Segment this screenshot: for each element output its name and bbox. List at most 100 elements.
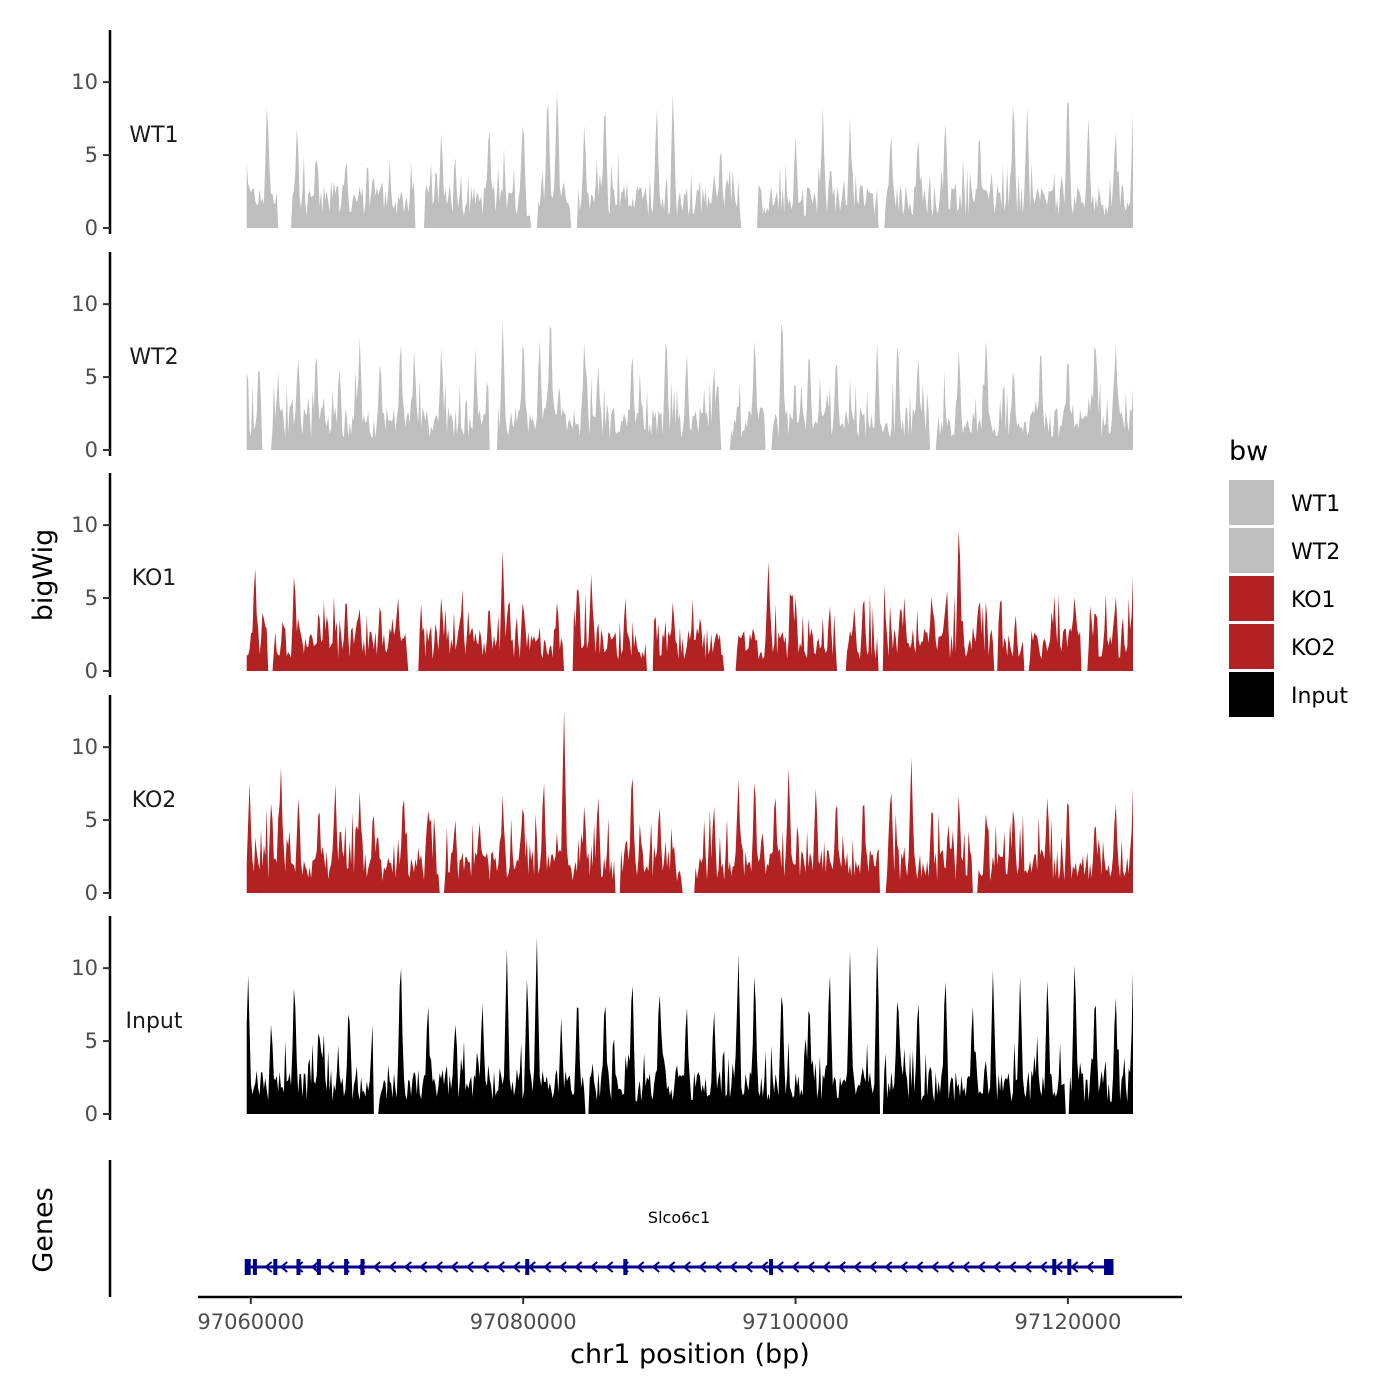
signal-tracks: 0 5 10 WT1 0 5 10 WT2 0 5 10 KO1 0 5 10 KO2 0 5 10 Input (71, 30, 1133, 1126)
legend-swatch (1229, 528, 1274, 573)
gene-exon (344, 1259, 349, 1275)
strand-arrow (698, 1261, 707, 1273)
track-wt1: 0 5 10 WT1 (71, 30, 1133, 240)
signal-area-ko1 (246, 530, 1133, 671)
strand-arrow (1008, 1261, 1017, 1273)
legend: bw WT1 WT2 KO1 KO2 Input (1229, 436, 1348, 717)
gene-exon (360, 1259, 365, 1275)
signal-area-wt1 (246, 91, 1133, 228)
y-tick-label: 5 (85, 365, 98, 389)
genes-panel-title: Genes (28, 1187, 59, 1272)
gene-exon (252, 1259, 257, 1275)
gene-exon (273, 1259, 278, 1275)
track-label-wt2: WT2 (129, 345, 178, 370)
strand-arrow (791, 1261, 800, 1273)
track-label-input: Input (126, 1009, 183, 1034)
track-input: 0 5 10 Input (71, 916, 1133, 1126)
strand-arrow (574, 1261, 583, 1273)
strand-arrow (388, 1261, 397, 1273)
track-ko1: 0 5 10 KO1 (71, 473, 1133, 683)
strand-arrow (806, 1261, 815, 1273)
y-tick-label: 10 (71, 70, 98, 94)
strand-arrow (822, 1261, 831, 1273)
strand-arrow (651, 1261, 660, 1273)
gene-name-label: Slco6c1 (648, 1208, 710, 1227)
legend-swatch (1229, 480, 1274, 525)
strand-arrow (372, 1261, 381, 1273)
strand-arrow (512, 1261, 521, 1273)
strand-arrow (636, 1261, 645, 1273)
y-tick-label: 0 (85, 1102, 98, 1126)
legend-label: Input (1291, 684, 1348, 709)
legend-item-wt1: WT1 (1229, 480, 1340, 525)
gene-exon (316, 1259, 321, 1275)
gene-panel: Slco6c1 (108, 1160, 1114, 1297)
strand-arrow (403, 1261, 412, 1273)
y-tick-label: 5 (85, 808, 98, 832)
gene-exon (244, 1259, 251, 1275)
signal-area-wt2 (246, 320, 1133, 450)
strand-arrow (744, 1261, 753, 1273)
legend-label: KO2 (1291, 636, 1336, 661)
x-tick-label: 97120000 (1014, 1310, 1121, 1334)
strand-arrow (899, 1261, 908, 1273)
gene-exon (1107, 1259, 1114, 1275)
strand-arrow (279, 1261, 288, 1273)
strand-arrow (884, 1261, 893, 1273)
strand-arrow (868, 1261, 877, 1273)
strand-arrow (1070, 1261, 1079, 1273)
strand-arrow (713, 1261, 722, 1273)
strand-arrow (915, 1261, 924, 1273)
strand-arrow (326, 1261, 335, 1273)
track-label-ko2: KO2 (132, 788, 177, 813)
x-tick-label: 97060000 (197, 1310, 304, 1334)
y-axis-title: bigWig (28, 529, 59, 622)
y-tick-label: 0 (85, 216, 98, 240)
x-tick-label: 97080000 (470, 1310, 577, 1334)
legend-item-ko2: KO2 (1229, 624, 1336, 669)
strand-arrow (682, 1261, 691, 1273)
legend-swatch (1229, 624, 1274, 669)
strand-arrow (1023, 1261, 1032, 1273)
strand-arrow (605, 1261, 614, 1273)
strand-arrow (434, 1261, 443, 1273)
legend-item-ko1: KO1 (1229, 576, 1336, 621)
strand-arrow (930, 1261, 939, 1273)
gene-exon (623, 1259, 628, 1275)
y-tick-label: 10 (71, 735, 98, 759)
x-axis: 97060000 97080000 97100000 97120000 (197, 1295, 1182, 1334)
legend-item-wt2: WT2 (1229, 528, 1340, 573)
y-tick-label: 0 (85, 438, 98, 462)
y-tick-label: 10 (71, 292, 98, 316)
legend-swatch (1229, 576, 1274, 621)
x-tick-label: 97100000 (742, 1310, 849, 1334)
track-label-wt1: WT1 (129, 123, 178, 148)
track-ko2: 0 5 10 KO2 (71, 695, 1133, 905)
strand-arrow (1085, 1261, 1094, 1273)
y-tick-label: 5 (85, 586, 98, 610)
strand-arrow (496, 1261, 505, 1273)
y-tick-label: 5 (85, 143, 98, 167)
strand-arrow (310, 1261, 319, 1273)
legend-label: KO1 (1291, 588, 1336, 613)
strand-arrow (853, 1261, 862, 1273)
strand-arrow (946, 1261, 955, 1273)
gene-exon (1067, 1259, 1072, 1275)
x-axis-title: chr1 position (bp) (570, 1339, 810, 1370)
gene-exon (1104, 1259, 1109, 1275)
strand-arrow (264, 1261, 273, 1273)
legend-swatch (1229, 672, 1274, 717)
gene-exon (525, 1259, 530, 1275)
strand-arrow (481, 1261, 490, 1273)
y-tick-label: 0 (85, 881, 98, 905)
legend-item-input: Input (1229, 672, 1348, 717)
y-tick-label: 0 (85, 659, 98, 683)
strand-arrow (837, 1261, 846, 1273)
strand-arrow (558, 1261, 567, 1273)
y-tick-label: 10 (71, 513, 98, 537)
gene-exon (769, 1259, 774, 1275)
strand-arrow (465, 1261, 474, 1273)
strand-arrow (1039, 1261, 1048, 1273)
strand-arrow (543, 1261, 552, 1273)
